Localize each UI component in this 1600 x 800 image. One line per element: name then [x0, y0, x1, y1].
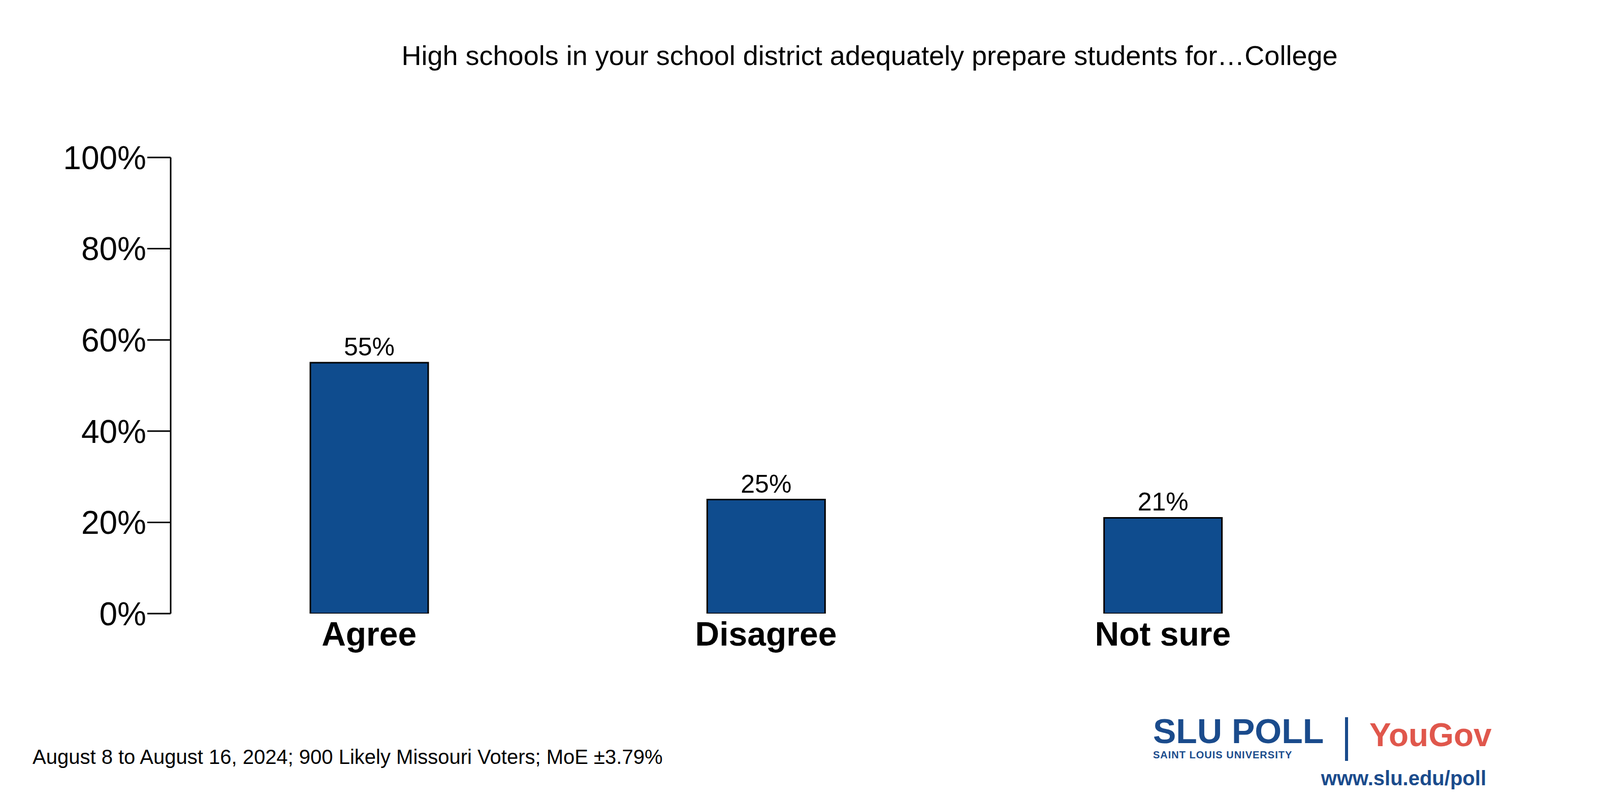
- svg-text:25%: 25%: [740, 469, 792, 499]
- svg-text:100%: 100%: [62, 139, 147, 177]
- html-text:SLU POLL: SLU POLL: [1153, 711, 1324, 751]
- svg-text:20%: 20%: [81, 504, 147, 541]
- svg-text:60%: 60%: [81, 322, 147, 359]
- svg-text:Disagree: Disagree: [695, 615, 838, 653]
- svg-text:0%: 0%: [99, 595, 147, 633]
- html-text:SAINT LOUIS UNIVERSITY: SAINT LOUIS UNIVERSITY: [1153, 749, 1293, 761]
- svg-text:Agree: Agree: [321, 615, 417, 653]
- svg-text:40%: 40%: [81, 413, 147, 451]
- html-text:August 8 to August 16, 2024; 9: August 8 to August 16, 2024; 900 Likely …: [32, 745, 663, 768]
- html-text:YouGov: YouGov: [1369, 716, 1492, 754]
- svg-text:21%: 21%: [1137, 487, 1189, 517]
- svg-text:55%: 55%: [343, 332, 395, 362]
- html-text:High schools in your school di: High schools in your school district ade…: [401, 40, 1338, 71]
- html-text:www.slu.edu/poll: www.slu.edu/poll: [1321, 766, 1487, 790]
- svg-text:Not sure: Not sure: [1094, 615, 1231, 653]
- svg-text:80%: 80%: [81, 230, 147, 268]
